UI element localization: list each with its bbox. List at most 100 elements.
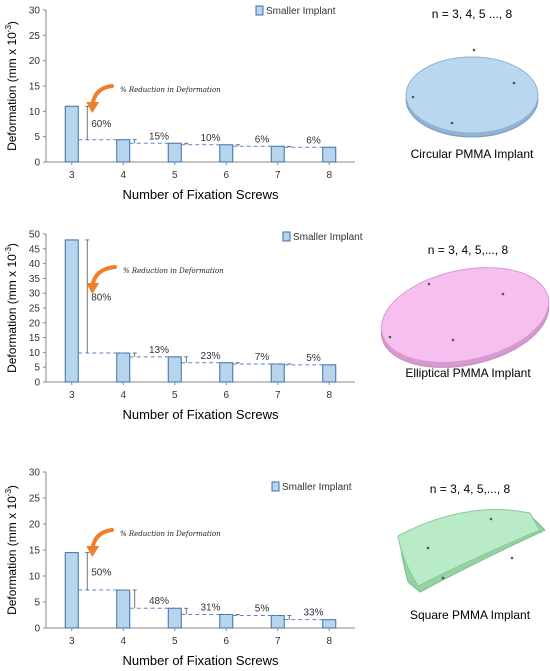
y-tick-label: 15 bbox=[29, 82, 41, 93]
x-tick-label: 5 bbox=[172, 170, 178, 181]
y-tick-label: 40 bbox=[29, 259, 41, 270]
screw-hole-icon bbox=[501, 292, 505, 296]
screw-hole-icon bbox=[450, 121, 454, 125]
x-tick-label: 3 bbox=[69, 636, 75, 647]
arrow-head-icon bbox=[86, 102, 100, 113]
x-tick-label: 4 bbox=[120, 170, 126, 181]
x-tick-label: 5 bbox=[172, 390, 178, 401]
x-tick-label: 5 bbox=[172, 636, 178, 647]
x-tick-label: 8 bbox=[326, 636, 332, 647]
y-tick-label: 20 bbox=[29, 318, 41, 329]
x-tick-label: 4 bbox=[120, 390, 126, 401]
legend-label: Smaller Implant bbox=[293, 232, 363, 243]
bar-7 bbox=[270, 363, 285, 383]
y-tick-label: 10 bbox=[29, 348, 41, 359]
screw-count-label: n = 3, 4, 5 ..., 8 bbox=[432, 7, 513, 21]
implant-label: Square PMMA Implant bbox=[410, 608, 531, 622]
screw-hole-icon bbox=[411, 95, 415, 99]
reduction-label: 60% bbox=[91, 119, 111, 130]
y-axis-title: Deformation (mm x 10-3) bbox=[4, 485, 19, 615]
bar-3 bbox=[64, 239, 79, 383]
y-tick-label: 20 bbox=[29, 520, 41, 531]
screw-hole-icon bbox=[472, 48, 476, 52]
arrow-head-icon bbox=[86, 546, 100, 557]
reduction-label: 33% bbox=[303, 608, 323, 619]
annotation-text: % Reduction in Deformation bbox=[123, 267, 224, 275]
bar-5 bbox=[167, 142, 182, 163]
y-tick-label: 20 bbox=[29, 56, 41, 67]
annotation-text: % Reduction in Deformation bbox=[120, 86, 221, 94]
bar-8 bbox=[322, 619, 337, 629]
y-axis-title: Deformation (mm x 10-3) bbox=[4, 21, 19, 151]
y-tick-label: 30 bbox=[29, 468, 41, 479]
y-tick-label: 0 bbox=[34, 378, 40, 389]
y-axis-title: Deformation (mm x 10-3) bbox=[4, 243, 19, 373]
x-tick-label: 8 bbox=[326, 170, 332, 181]
reduction-label: 50% bbox=[91, 567, 111, 578]
x-tick-label: 3 bbox=[69, 170, 75, 181]
legend-swatch bbox=[271, 481, 280, 492]
screw-hole-icon bbox=[426, 546, 430, 550]
screw-hole-icon bbox=[512, 81, 516, 85]
bar-3 bbox=[64, 105, 79, 163]
screw-count-label: n = 3, 4, 5,..., 8 bbox=[430, 482, 511, 496]
chart-panel-3: 0 5 10 15 20 25 30 3 4 5 6 7 8 50% 48% 31% 5% 33% % Reduct… bbox=[4, 468, 546, 668]
bar-4 bbox=[116, 139, 131, 163]
y-tick-label: 30 bbox=[29, 6, 41, 17]
x-axis-title: Number of Fixation Screws bbox=[122, 653, 279, 668]
reduction-label: 7% bbox=[255, 352, 270, 363]
y-tick-label: 5 bbox=[34, 598, 40, 609]
reduction-label: 5% bbox=[306, 353, 321, 364]
reduction-label: 6% bbox=[306, 135, 321, 146]
reduction-label: 31% bbox=[200, 602, 220, 613]
x-tick-label: 6 bbox=[223, 390, 229, 401]
screw-hole-icon bbox=[489, 517, 493, 521]
reduction-label: 6% bbox=[255, 134, 270, 145]
reduction-label: 15% bbox=[149, 131, 169, 142]
x-tick-label: 7 bbox=[275, 390, 281, 401]
x-tick-label: 4 bbox=[120, 636, 126, 647]
y-tick-label: 5 bbox=[34, 363, 40, 374]
legend-swatch bbox=[282, 231, 291, 242]
bar-4 bbox=[116, 589, 131, 629]
legend-label: Smaller Implant bbox=[282, 482, 352, 493]
implant-illustration bbox=[397, 509, 546, 593]
screw-count-label: n = 3, 4, 5,..., 8 bbox=[428, 243, 509, 257]
x-tick-label: 8 bbox=[326, 390, 332, 401]
y-tick-label: 25 bbox=[29, 304, 41, 315]
x-axis-title: Number of Fixation Screws bbox=[122, 407, 279, 422]
x-tick-label: 7 bbox=[275, 170, 281, 181]
y-tick-label: 15 bbox=[29, 333, 41, 344]
y-tick-label: 35 bbox=[29, 274, 41, 285]
bar-6 bbox=[219, 362, 234, 383]
bar-5 bbox=[167, 607, 182, 629]
y-tick-label: 10 bbox=[29, 572, 41, 583]
y-tick-label: 25 bbox=[29, 494, 41, 505]
screw-hole-icon bbox=[441, 576, 445, 580]
reduction-label: 23% bbox=[200, 351, 220, 362]
reduction-label: 80% bbox=[91, 292, 111, 303]
y-tick-label: 30 bbox=[29, 289, 41, 300]
implant-illustration bbox=[380, 267, 550, 368]
y-tick-label: 0 bbox=[34, 624, 40, 635]
y-tick-label: 25 bbox=[29, 31, 41, 42]
screw-hole-icon bbox=[388, 335, 392, 339]
implant-label: Elliptical PMMA Implant bbox=[405, 366, 531, 380]
x-tick-label: 6 bbox=[223, 636, 229, 647]
x-tick-label: 7 bbox=[275, 636, 281, 647]
bar-6 bbox=[219, 144, 234, 163]
y-tick-label: 10 bbox=[29, 107, 41, 118]
screw-hole-icon bbox=[451, 338, 455, 342]
x-tick-label: 6 bbox=[223, 170, 229, 181]
annotation-text: % Reduction in Deformation bbox=[120, 530, 221, 538]
y-tick-label: 15 bbox=[29, 546, 41, 557]
bar-5 bbox=[167, 356, 182, 383]
legend-swatch bbox=[255, 5, 264, 16]
reduction-label: 48% bbox=[149, 596, 169, 607]
bar-3 bbox=[64, 552, 79, 629]
y-tick-label: 0 bbox=[34, 158, 40, 169]
reduction-label: 10% bbox=[200, 133, 220, 144]
reduction-label: 13% bbox=[149, 345, 169, 356]
y-tick-label: 45 bbox=[29, 244, 41, 255]
